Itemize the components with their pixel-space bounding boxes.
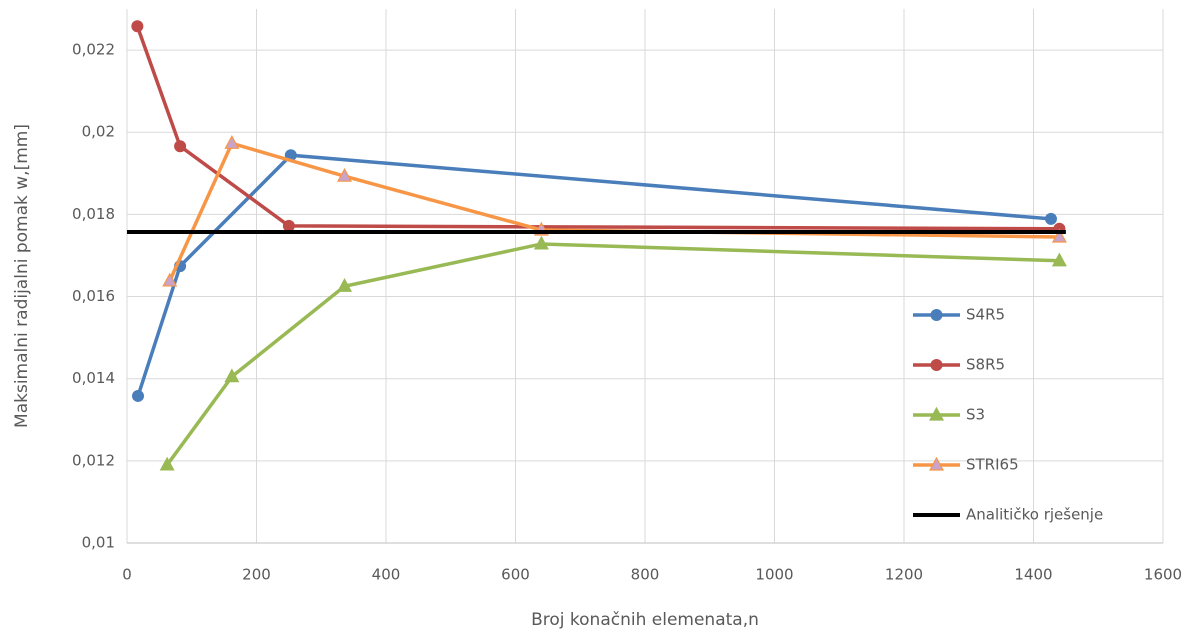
legend-label: S4R5 — [966, 306, 1005, 324]
data-point — [1044, 212, 1057, 225]
legend-marker — [928, 456, 945, 471]
data-point — [337, 167, 353, 182]
y-tick-label: 0,02 — [82, 123, 115, 141]
series-line — [168, 141, 1060, 282]
data-point — [282, 219, 295, 232]
x-tick-label: 0 — [122, 566, 132, 584]
data-point — [131, 20, 144, 33]
x-tick-label: 1600 — [1144, 566, 1182, 584]
x-tick-label: 800 — [631, 566, 660, 584]
y-tick-label: 0,01 — [82, 534, 115, 552]
y-tick-label: 0,022 — [72, 41, 115, 59]
x-tick-label: 400 — [372, 566, 401, 584]
legend-label: S8R5 — [966, 356, 1005, 374]
data-point — [224, 135, 240, 149]
x-tick-label: 1000 — [755, 566, 793, 584]
series-line — [165, 242, 1060, 466]
y-axis-title: Maksimalni radijalni pomak w,[mm] — [12, 124, 32, 428]
legend-label: STRI65 — [966, 456, 1019, 474]
data-point — [1051, 228, 1067, 243]
y-tick-label: 0,018 — [72, 205, 115, 223]
x-tick-label: 200 — [242, 566, 271, 584]
legend-marker — [928, 406, 945, 421]
data-point — [159, 456, 175, 471]
legend-label: S3 — [966, 406, 985, 424]
data-point — [162, 272, 178, 287]
data-point — [224, 368, 240, 383]
y-tick-label: 0,014 — [72, 369, 115, 387]
data-point — [337, 278, 353, 292]
data-point — [174, 140, 187, 153]
x-tick-label: 1200 — [885, 566, 923, 584]
data-point — [1051, 252, 1067, 267]
legend-marker — [930, 359, 943, 371]
x-tick-label: 1400 — [1014, 566, 1052, 584]
x-tick-label: 600 — [501, 566, 530, 584]
data-point — [533, 235, 549, 250]
y-tick-label: 0,012 — [72, 451, 115, 469]
series-line — [136, 153, 1052, 397]
series-line — [135, 25, 1060, 231]
x-axis-title: Broj konačnih elemenata,n — [531, 610, 759, 630]
legend-marker — [930, 309, 943, 321]
legend-label: Analitičko rješenje — [966, 506, 1103, 524]
y-tick-label: 0,016 — [72, 287, 115, 305]
data-point — [132, 389, 145, 402]
